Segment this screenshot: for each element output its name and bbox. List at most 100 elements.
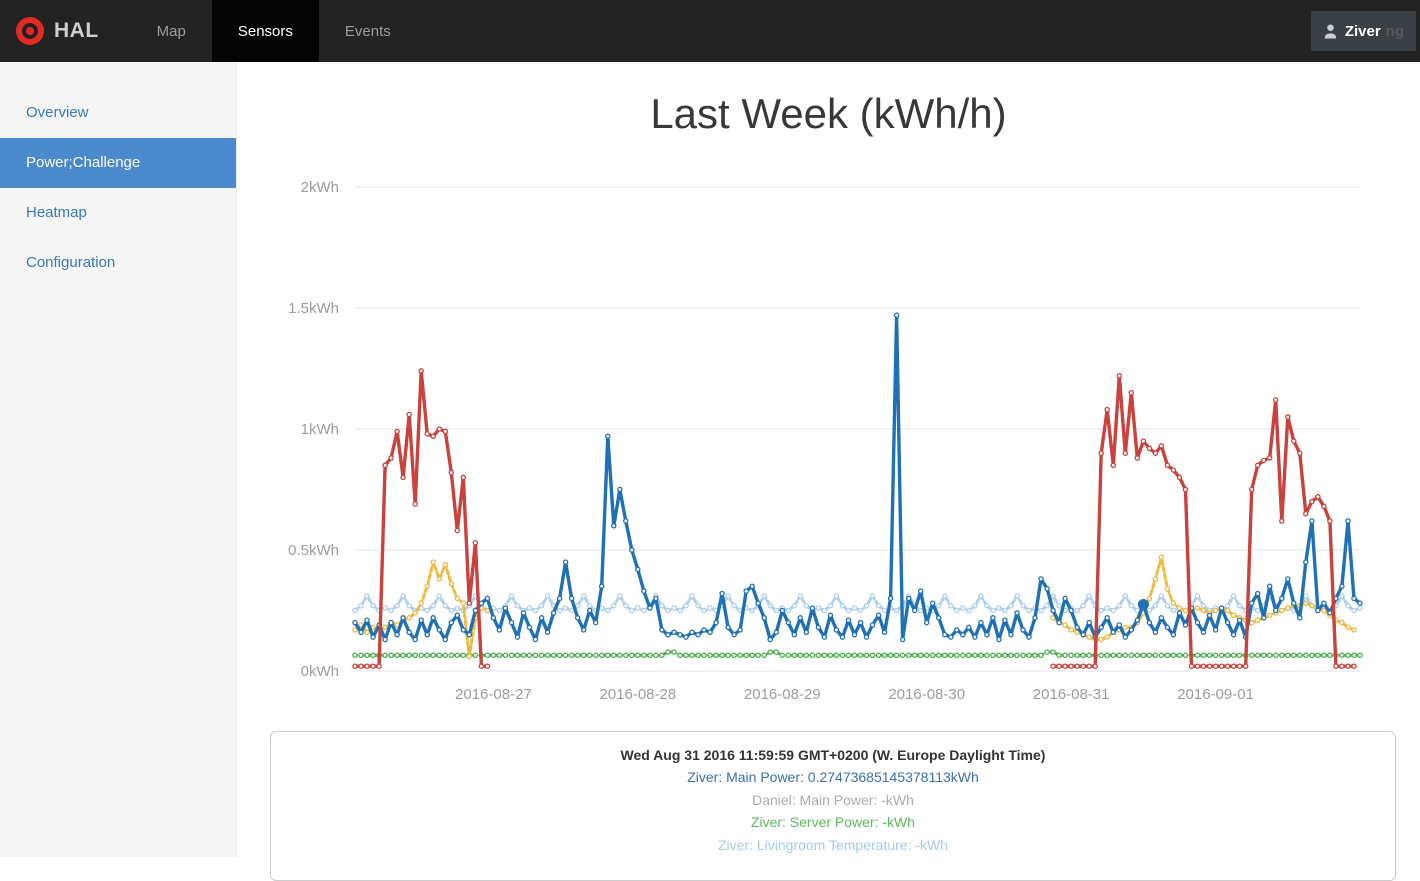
data-point-marker xyxy=(1327,610,1333,616)
data-point-marker xyxy=(574,652,581,659)
data-point-marker xyxy=(821,652,828,659)
data-point-marker xyxy=(508,593,515,599)
data-point-marker xyxy=(400,615,406,621)
data-point-marker xyxy=(1056,652,1062,659)
nav-tab-events[interactable]: Events xyxy=(344,22,391,40)
data-point-marker xyxy=(629,547,635,553)
data-point-marker xyxy=(1200,607,1207,614)
data-point-marker xyxy=(1062,652,1068,659)
data-point-marker xyxy=(1158,593,1165,599)
data-point-marker xyxy=(1110,607,1117,614)
data-point-marker xyxy=(442,636,449,643)
data-point-marker xyxy=(1266,583,1273,590)
data-point-marker xyxy=(1008,631,1014,638)
data-point-marker xyxy=(713,619,719,626)
data-point-marker xyxy=(496,627,503,633)
data-point-marker xyxy=(1291,600,1297,606)
nav-tab-map[interactable]: Map xyxy=(156,22,186,40)
data-point-marker xyxy=(942,652,948,659)
data-point-marker xyxy=(436,426,443,432)
data-point-marker xyxy=(623,518,629,524)
data-point-marker xyxy=(875,602,882,609)
data-point-marker xyxy=(1321,652,1327,659)
sidebar: Overview Power;Challenge Heatmap Configu… xyxy=(0,62,237,857)
data-point-marker xyxy=(1086,593,1092,599)
sidebar-item-power-challenge[interactable]: Power;Challenge xyxy=(0,138,236,188)
data-point-marker xyxy=(1104,615,1110,621)
data-point-marker xyxy=(1260,457,1267,464)
data-point-marker xyxy=(797,652,804,659)
data-point-marker xyxy=(412,636,418,643)
data-point-marker xyxy=(352,619,358,626)
data-point-marker xyxy=(623,602,629,609)
data-point-marker xyxy=(388,607,394,614)
data-point-marker xyxy=(1026,652,1032,659)
data-point-marker xyxy=(1080,602,1086,609)
data-point-marker xyxy=(448,652,455,659)
data-point-marker xyxy=(809,605,816,611)
data-point-marker xyxy=(1309,518,1315,524)
data-point-marker xyxy=(448,607,455,614)
user-menu[interactable]: Ziver ng xyxy=(1310,11,1416,51)
data-point-marker xyxy=(1068,652,1074,659)
data-point-marker xyxy=(1020,652,1026,659)
data-point-marker xyxy=(978,619,984,626)
data-point-marker xyxy=(803,602,810,609)
sidebar-item-configuration[interactable]: Configuration xyxy=(26,254,116,271)
data-point-marker xyxy=(1230,612,1237,619)
data-point-marker xyxy=(749,583,755,590)
data-point-marker xyxy=(917,588,924,594)
data-point-marker xyxy=(1315,607,1321,614)
data-point-marker xyxy=(538,652,545,659)
data-point-marker xyxy=(845,607,852,614)
data-point-marker xyxy=(966,607,972,614)
brand[interactable]: HAL xyxy=(0,0,117,62)
data-point-marker xyxy=(857,652,864,659)
data-point-marker xyxy=(1218,605,1225,611)
data-point-marker xyxy=(689,593,695,599)
user-name-overflow: ng xyxy=(1385,22,1404,40)
data-point-marker xyxy=(1194,593,1201,599)
data-point-marker xyxy=(1056,602,1062,609)
data-point-marker xyxy=(611,602,617,609)
data-point-marker xyxy=(1321,607,1327,614)
y-axis-tick-label: 2kWh xyxy=(301,179,339,196)
data-point-marker xyxy=(1176,652,1183,659)
data-point-marker xyxy=(629,652,635,659)
data-point-marker xyxy=(1176,605,1183,611)
data-point-marker xyxy=(960,652,966,659)
data-point-marker xyxy=(869,652,876,659)
data-point-marker xyxy=(605,652,611,659)
data-point-marker xyxy=(418,600,424,606)
data-point-marker xyxy=(538,615,545,621)
sidebar-item-overview[interactable]: Overview xyxy=(26,104,89,121)
data-point-marker xyxy=(881,652,888,659)
sidebar-item-heatmap[interactable]: Heatmap xyxy=(26,204,87,221)
data-point-marker xyxy=(1170,600,1177,606)
x-axis-tick-label: 2016-08-27 xyxy=(455,686,532,703)
data-point-marker xyxy=(978,593,984,599)
data-point-marker xyxy=(370,634,376,640)
data-point-marker xyxy=(1351,595,1357,602)
data-point-marker xyxy=(875,652,882,659)
nav-tab-sensors[interactable]: Sensors xyxy=(211,0,319,62)
data-point-marker xyxy=(617,486,623,493)
series-line xyxy=(353,313,1362,642)
data-point-marker xyxy=(1297,615,1303,621)
data-point-marker xyxy=(966,652,972,659)
data-point-marker xyxy=(1122,634,1129,640)
data-point-marker xyxy=(1345,663,1351,669)
data-point-marker xyxy=(1014,610,1020,616)
data-point-marker xyxy=(1080,663,1086,669)
data-point-marker xyxy=(412,610,418,616)
y-axis-tick-label: 1.5kWh xyxy=(288,300,339,317)
data-point-marker xyxy=(430,615,436,621)
data-point-marker xyxy=(1002,617,1008,623)
data-point-marker xyxy=(1248,652,1255,659)
data-point-marker xyxy=(1044,602,1050,609)
data-point-marker xyxy=(1248,486,1255,493)
data-point-marker xyxy=(580,627,587,633)
chart[interactable]: 0kWh 0.5kWh 1kWh 1.5kWh 2kWh 2016-08-27 2016-0… xyxy=(237,62,1420,732)
data-point-marker xyxy=(635,605,641,611)
data-point-marker xyxy=(960,605,966,611)
